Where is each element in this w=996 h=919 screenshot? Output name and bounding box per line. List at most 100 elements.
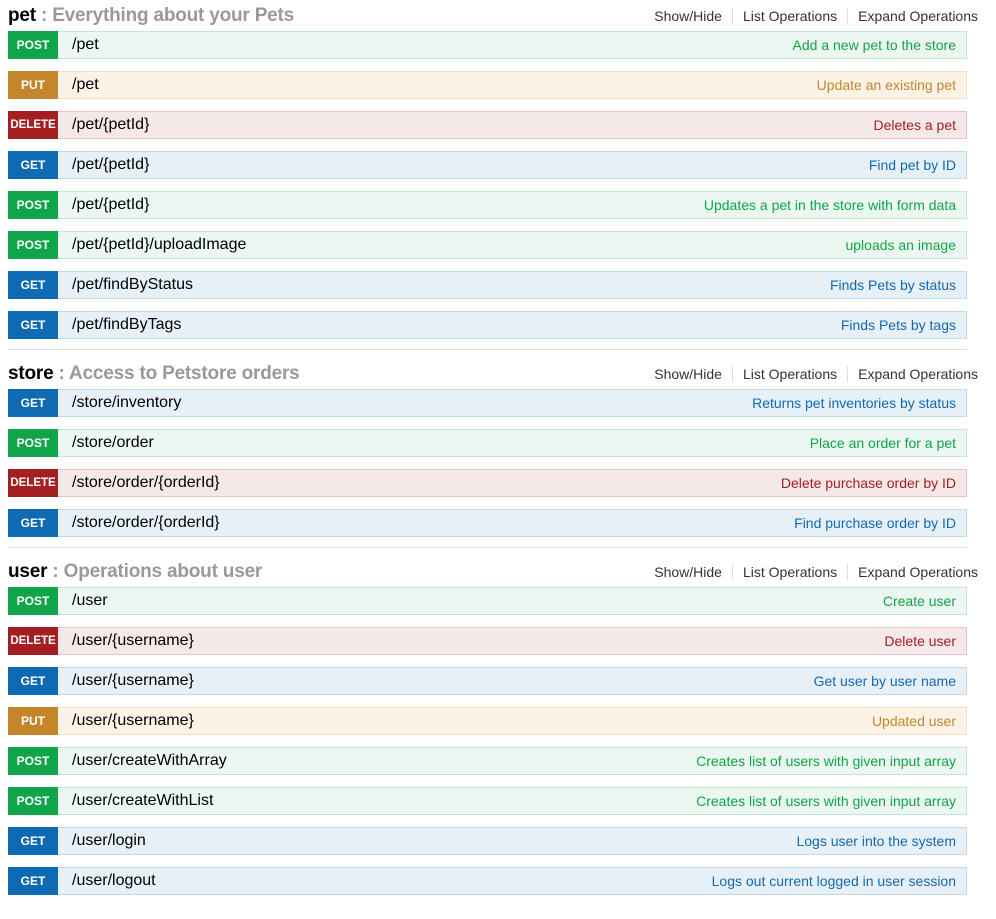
section-description: : Operations about user bbox=[47, 560, 263, 582]
http-method-badge[interactable]: POST bbox=[8, 231, 58, 259]
operation-row-post[interactable]: POST/user/createWithList Creates list of … bbox=[8, 787, 967, 815]
operation-summary[interactable]: Updates a pet in the store with form dat… bbox=[703, 197, 956, 213]
section-name[interactable]: user bbox=[8, 560, 48, 582]
operation-row-get[interactable]: GET/user/logout Logs out current logged i… bbox=[8, 867, 967, 895]
operation-summary[interactable]: Find purchase order by ID bbox=[794, 515, 956, 531]
http-method-badge[interactable]: PUT bbox=[8, 707, 58, 735]
show-hide-link[interactable]: Show/Hide bbox=[644, 563, 733, 580]
operation-path[interactable]: /user/{username} bbox=[72, 712, 194, 729]
operation-summary[interactable]: Add a new pet to the store bbox=[792, 37, 956, 53]
operation-row-post[interactable]: POST/pet Add a new pet to the store bbox=[8, 31, 967, 59]
operation-row-get[interactable]: GET/pet/{petId} Find pet by ID bbox=[8, 151, 967, 179]
operation-summary[interactable]: Find pet by ID bbox=[868, 157, 956, 173]
operation-path[interactable]: /pet bbox=[72, 36, 99, 53]
operation-row-post[interactable]: POST/store/order Place an order for a pet bbox=[8, 429, 967, 457]
section-title[interactable]: store : Access to Petstore orders bbox=[8, 363, 300, 385]
operation-summary[interactable]: Returns pet inventories by status bbox=[752, 395, 956, 411]
http-method-badge[interactable]: GET bbox=[8, 867, 58, 895]
http-method-badge[interactable]: GET bbox=[8, 827, 58, 855]
operation-path[interactable]: /user/createWithArray bbox=[72, 752, 227, 769]
http-method-badge[interactable]: GET bbox=[8, 667, 58, 695]
expand-operations-link[interactable]: Expand Operations bbox=[858, 563, 978, 580]
operation-path[interactable]: /pet/{petId}/uploadImage bbox=[72, 236, 247, 253]
section-store: store : Access to Petstore orders Show/Hi… bbox=[8, 358, 988, 537]
list-operations-link[interactable]: List Operations bbox=[733, 7, 849, 24]
http-method-badge[interactable]: POST bbox=[8, 587, 58, 615]
http-method-badge[interactable]: GET bbox=[8, 151, 58, 179]
operation-summary[interactable]: Delete purchase order by ID bbox=[780, 475, 956, 491]
operation-row-post[interactable]: POST/pet/{petId}/uploadImage uploads an i… bbox=[8, 231, 967, 259]
section-name[interactable]: store bbox=[8, 362, 54, 384]
operation-row-get[interactable]: GET/store/order/{orderId} Find purchase o… bbox=[8, 509, 967, 537]
operation-row-put[interactable]: PUT/user/{username} Updated user bbox=[8, 707, 967, 735]
operation-row-get[interactable]: GET/store/inventory Returns pet inventori… bbox=[8, 389, 967, 417]
http-method-badge[interactable]: GET bbox=[8, 311, 58, 339]
http-method-badge[interactable]: DELETE bbox=[8, 469, 58, 497]
http-method-badge[interactable]: DELETE bbox=[8, 111, 58, 139]
operation-summary[interactable]: Creates list of users with given input a… bbox=[696, 793, 956, 809]
operation-summary[interactable]: Deletes a pet bbox=[873, 117, 957, 133]
operation-summary[interactable]: Logs user into the system bbox=[796, 833, 956, 849]
http-method-badge[interactable]: DELETE bbox=[8, 627, 58, 655]
operation-row-delete[interactable]: DELETE/user/{username} Delete user bbox=[8, 627, 967, 655]
operation-path[interactable]: /store/order/{orderId} bbox=[72, 474, 220, 491]
operation-path[interactable]: /pet bbox=[72, 76, 99, 93]
operation-row-get[interactable]: GET/user/login Logs user into the system bbox=[8, 827, 967, 855]
operation-path[interactable]: /pet/{petId} bbox=[72, 156, 150, 173]
section-divider bbox=[8, 349, 967, 350]
operation-row-post[interactable]: POST/pet/{petId} Updates a pet in the sto… bbox=[8, 191, 967, 219]
http-method-badge[interactable]: PUT bbox=[8, 71, 58, 99]
http-method-badge[interactable]: POST bbox=[8, 191, 58, 219]
operation-row-get[interactable]: GET/pet/findByTags Finds Pets by tags bbox=[8, 311, 967, 339]
section-name[interactable]: pet bbox=[8, 4, 36, 26]
operation-path[interactable]: /pet/{petId} bbox=[72, 116, 150, 133]
operation-summary[interactable]: uploads an image bbox=[845, 237, 956, 253]
operation-summary[interactable]: Logs out current logged in user session bbox=[711, 873, 956, 889]
operation-path[interactable]: /pet/findByTags bbox=[72, 316, 182, 333]
operation-summary[interactable]: Updated user bbox=[871, 713, 956, 729]
operation-row-get[interactable]: GET/pet/findByStatus Finds Pets by status bbox=[8, 271, 967, 299]
operation-row-delete[interactable]: DELETE/pet/{petId} Deletes a pet bbox=[8, 111, 967, 139]
operation-summary[interactable]: Place an order for a pet bbox=[809, 435, 956, 451]
operation-summary[interactable]: Creates list of users with given input a… bbox=[696, 753, 956, 769]
operation-row-get[interactable]: GET/user/{username} Get user by user name bbox=[8, 667, 967, 695]
api-operations-list: pet : Everything about your Pets Show/Hid… bbox=[8, 5, 988, 895]
operation-path[interactable]: /store/order/{orderId} bbox=[72, 514, 220, 531]
http-method-badge[interactable]: GET bbox=[8, 389, 58, 417]
show-hide-link[interactable]: Show/Hide bbox=[644, 7, 733, 24]
operation-summary[interactable]: Get user by user name bbox=[813, 673, 956, 689]
operation-path[interactable]: /user/{username} bbox=[72, 632, 194, 649]
expand-operations-link[interactable]: Expand Operations bbox=[858, 365, 978, 382]
operation-path[interactable]: /store/order bbox=[72, 434, 154, 451]
http-method-badge[interactable]: POST bbox=[8, 31, 58, 59]
section-title[interactable]: user : Operations about user bbox=[8, 561, 262, 583]
list-operations-link[interactable]: List Operations bbox=[733, 563, 849, 580]
operation-summary[interactable]: Update an existing pet bbox=[816, 77, 956, 93]
operation-path[interactable]: /user/login bbox=[72, 832, 146, 849]
operation-path[interactable]: /user/createWithList bbox=[72, 792, 214, 809]
operation-row-put[interactable]: PUT/pet Update an existing pet bbox=[8, 71, 967, 99]
operation-path[interactable]: /pet/{petId} bbox=[72, 196, 150, 213]
operation-row-delete[interactable]: DELETE/store/order/{orderId} Delete purch… bbox=[8, 469, 967, 497]
operation-summary[interactable]: Create user bbox=[882, 593, 956, 609]
http-method-badge[interactable]: POST bbox=[8, 429, 58, 457]
operation-path[interactable]: /user/{username} bbox=[72, 672, 194, 689]
operation-summary[interactable]: Delete user bbox=[884, 633, 956, 649]
http-method-badge[interactable]: POST bbox=[8, 747, 58, 775]
http-method-badge[interactable]: GET bbox=[8, 271, 58, 299]
list-operations-link[interactable]: List Operations bbox=[733, 365, 849, 382]
operation-path[interactable]: /user/logout bbox=[72, 872, 156, 889]
section-header: store : Access to Petstore orders Show/Hi… bbox=[8, 358, 988, 389]
operation-path[interactable]: /pet/findByStatus bbox=[72, 276, 193, 293]
http-method-badge[interactable]: GET bbox=[8, 509, 58, 537]
operation-row-post[interactable]: POST/user/createWithArray Creates list of… bbox=[8, 747, 967, 775]
operation-summary[interactable]: Finds Pets by tags bbox=[840, 317, 956, 333]
operation-summary[interactable]: Finds Pets by status bbox=[829, 277, 956, 293]
operation-row-post[interactable]: POST/user Create user bbox=[8, 587, 967, 615]
section-title[interactable]: pet : Everything about your Pets bbox=[8, 5, 294, 27]
show-hide-link[interactable]: Show/Hide bbox=[644, 365, 733, 382]
expand-operations-link[interactable]: Expand Operations bbox=[858, 7, 978, 24]
operation-path[interactable]: /store/inventory bbox=[72, 394, 182, 411]
operation-path[interactable]: /user bbox=[72, 592, 108, 609]
http-method-badge[interactable]: POST bbox=[8, 787, 58, 815]
